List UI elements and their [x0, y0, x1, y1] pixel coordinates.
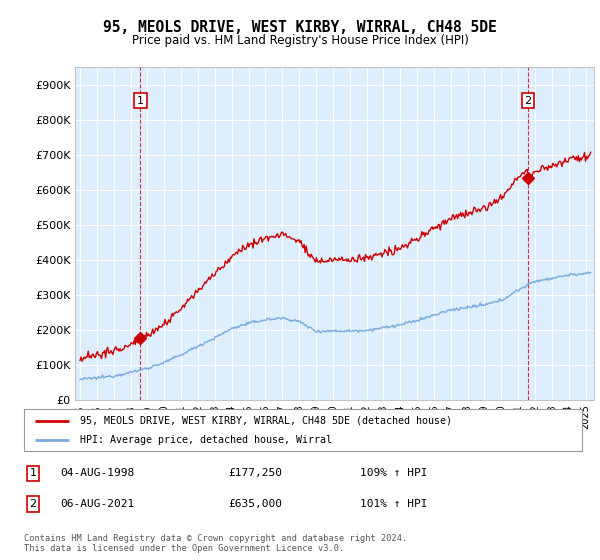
Text: 109% ↑ HPI: 109% ↑ HPI [360, 468, 427, 478]
Text: HPI: Average price, detached house, Wirral: HPI: Average price, detached house, Wirr… [80, 435, 332, 445]
Text: 2: 2 [524, 96, 532, 105]
FancyBboxPatch shape [24, 409, 582, 451]
Text: Price paid vs. HM Land Registry's House Price Index (HPI): Price paid vs. HM Land Registry's House … [131, 34, 469, 46]
Text: £635,000: £635,000 [228, 499, 282, 509]
Text: 95, MEOLS DRIVE, WEST KIRBY, WIRRAL, CH48 5DE (detached house): 95, MEOLS DRIVE, WEST KIRBY, WIRRAL, CH4… [80, 416, 452, 426]
Text: 1: 1 [29, 468, 37, 478]
Text: 1: 1 [137, 96, 144, 105]
Text: 04-AUG-1998: 04-AUG-1998 [60, 468, 134, 478]
Text: 95, MEOLS DRIVE, WEST KIRBY, WIRRAL, CH48 5DE: 95, MEOLS DRIVE, WEST KIRBY, WIRRAL, CH4… [103, 20, 497, 35]
Text: 06-AUG-2021: 06-AUG-2021 [60, 499, 134, 509]
Text: 101% ↑ HPI: 101% ↑ HPI [360, 499, 427, 509]
Text: Contains HM Land Registry data © Crown copyright and database right 2024.
This d: Contains HM Land Registry data © Crown c… [24, 534, 407, 553]
Text: 2: 2 [29, 499, 37, 509]
Text: £177,250: £177,250 [228, 468, 282, 478]
